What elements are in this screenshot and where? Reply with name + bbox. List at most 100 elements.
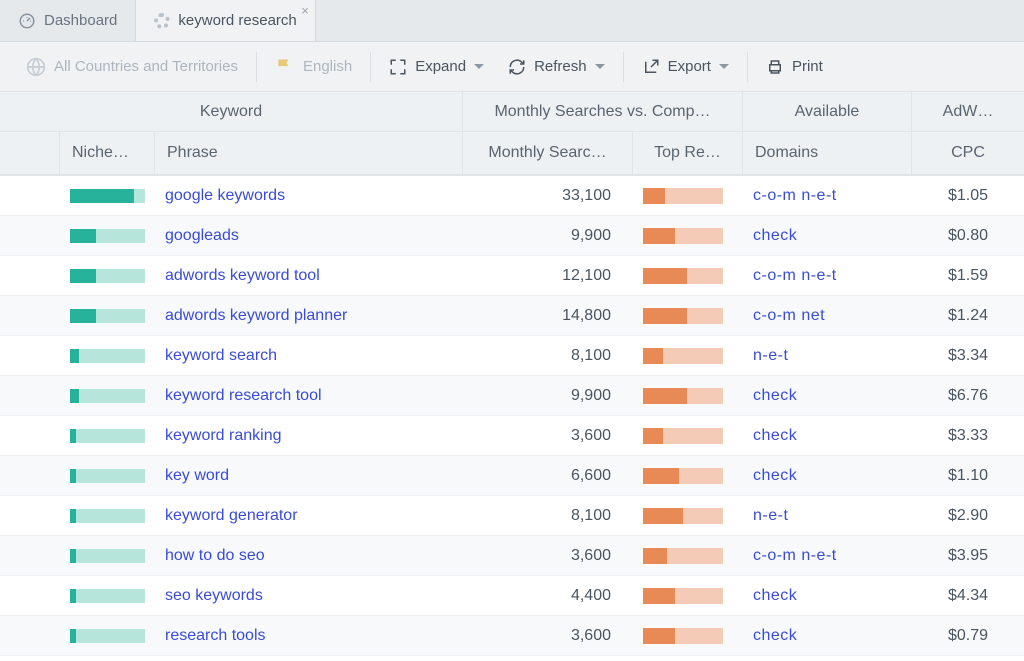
col-header-top[interactable]: Top Re… bbox=[633, 132, 743, 174]
group-header-monthly[interactable]: Monthly Searches vs. Comp… bbox=[463, 92, 743, 131]
cell-domains[interactable]: c-o-m net bbox=[743, 296, 912, 335]
top-results-bar bbox=[643, 308, 723, 324]
cell-domains[interactable]: check bbox=[743, 376, 912, 415]
table-row[interactable]: seo keywords4,400check$4.34 bbox=[0, 576, 1024, 616]
top-results-bar bbox=[643, 548, 723, 564]
flag-icon bbox=[275, 57, 295, 77]
cell-niche bbox=[60, 256, 155, 295]
cell-top-results bbox=[633, 376, 743, 415]
table-row[interactable]: keyword search8,100n-e-t$3.34 bbox=[0, 336, 1024, 376]
table-row[interactable]: adwords keyword planner14,800c-o-m net$1… bbox=[0, 296, 1024, 336]
cell-domains[interactable]: check bbox=[743, 456, 912, 495]
group-header-available[interactable]: Available bbox=[743, 92, 912, 131]
cell-domains[interactable]: c-o-m n-e-t bbox=[743, 256, 912, 295]
table-row[interactable]: keyword generator8,100n-e-t$2.90 bbox=[0, 496, 1024, 536]
separator bbox=[747, 52, 748, 82]
cell-niche bbox=[60, 576, 155, 615]
cell-cpc: $3.33 bbox=[912, 416, 1024, 455]
top-results-bar bbox=[643, 388, 723, 404]
cell-phrase[interactable]: seo keywords bbox=[155, 576, 463, 615]
top-results-bar bbox=[643, 348, 723, 364]
filter-language-label: English bbox=[303, 58, 352, 75]
cell-domains[interactable]: check bbox=[743, 616, 912, 655]
filter-country[interactable]: All Countries and Territories bbox=[14, 51, 250, 83]
tab-keyword-research[interactable]: keyword research× bbox=[136, 0, 315, 41]
cell-phrase[interactable]: adwords keyword tool bbox=[155, 256, 463, 295]
row-spacer bbox=[0, 176, 60, 215]
cell-top-results bbox=[633, 336, 743, 375]
filter-language[interactable]: English bbox=[263, 51, 364, 83]
top-results-bar bbox=[643, 228, 723, 244]
toolbar: All Countries and Territories English Ex… bbox=[0, 42, 1024, 92]
niche-bar bbox=[70, 389, 145, 403]
cell-phrase[interactable]: googleads bbox=[155, 216, 463, 255]
col-header-monthly[interactable]: Monthly Searc… bbox=[463, 132, 633, 174]
cell-top-results bbox=[633, 216, 743, 255]
niche-bar bbox=[70, 429, 145, 443]
cell-cpc: $1.10 bbox=[912, 456, 1024, 495]
table-row[interactable]: how to do seo3,600c-o-m n-e-t$3.95 bbox=[0, 536, 1024, 576]
col-spacer bbox=[0, 132, 60, 174]
table-row[interactable]: keyword ranking3,600check$3.33 bbox=[0, 416, 1024, 456]
tab-dashboard[interactable]: Dashboard bbox=[0, 0, 136, 41]
table-row[interactable]: research tools3,600check$0.79 bbox=[0, 616, 1024, 656]
cell-cpc: $4.34 bbox=[912, 576, 1024, 615]
cell-top-results bbox=[633, 296, 743, 335]
table-row[interactable]: keyword research tool9,900check$6.76 bbox=[0, 376, 1024, 416]
refresh-label: Refresh bbox=[534, 58, 587, 75]
row-spacer bbox=[0, 256, 60, 295]
cell-domains[interactable]: check bbox=[743, 576, 912, 615]
cell-monthly: 14,800 bbox=[463, 296, 633, 335]
col-header-phrase[interactable]: Phrase bbox=[155, 132, 463, 174]
table-sub-header: Niche… Phrase Monthly Searc… Top Re… Dom… bbox=[0, 132, 1024, 176]
row-spacer bbox=[0, 536, 60, 575]
row-spacer bbox=[0, 416, 60, 455]
print-button[interactable]: Print bbox=[754, 51, 835, 83]
cell-niche bbox=[60, 336, 155, 375]
cell-phrase[interactable]: keyword ranking bbox=[155, 416, 463, 455]
col-header-niche[interactable]: Niche… bbox=[60, 132, 155, 174]
cell-phrase[interactable]: google keywords bbox=[155, 176, 463, 215]
cell-phrase[interactable]: adwords keyword planner bbox=[155, 296, 463, 335]
table-row[interactable]: key word6,600 check$1.10 bbox=[0, 456, 1024, 496]
cell-phrase[interactable]: keyword generator bbox=[155, 496, 463, 535]
expand-button[interactable]: Expand bbox=[377, 51, 496, 83]
cell-domains[interactable]: n-e-t bbox=[743, 336, 912, 375]
cell-domains[interactable]: n-e-t bbox=[743, 496, 912, 535]
table-group-header: Keyword Monthly Searches vs. Comp… Avail… bbox=[0, 92, 1024, 132]
cell-domains[interactable]: check bbox=[743, 216, 912, 255]
col-header-domains[interactable]: Domains bbox=[743, 132, 912, 174]
refresh-button[interactable]: Refresh bbox=[496, 51, 617, 83]
cell-niche bbox=[60, 616, 155, 655]
cell-domains[interactable]: check bbox=[743, 416, 912, 455]
top-results-bar bbox=[643, 188, 723, 204]
cell-cpc: $3.95 bbox=[912, 536, 1024, 575]
cell-domains[interactable]: c-o-m n-e-t bbox=[743, 536, 912, 575]
cell-top-results bbox=[633, 576, 743, 615]
cell-top-results bbox=[633, 536, 743, 575]
cell-domains[interactable]: c-o-m n-e-t bbox=[743, 176, 912, 215]
table-row[interactable]: google keywords33,100 c-o-m n-e-t$1.05 bbox=[0, 176, 1024, 216]
cell-phrase[interactable]: key word bbox=[155, 456, 463, 495]
cell-cpc: $1.05 bbox=[912, 176, 1024, 215]
niche-bar bbox=[70, 629, 145, 643]
table-row[interactable]: googleads9,900check$0.80 bbox=[0, 216, 1024, 256]
cell-phrase[interactable]: keyword search bbox=[155, 336, 463, 375]
cell-phrase[interactable]: research tools bbox=[155, 616, 463, 655]
table-row[interactable]: adwords keyword tool12,100c-o-m n-e-t$1.… bbox=[0, 256, 1024, 296]
cell-niche bbox=[60, 456, 155, 495]
export-button[interactable]: Export bbox=[630, 51, 741, 83]
cell-monthly: 6,600 bbox=[463, 456, 633, 495]
col-header-cpc[interactable]: CPC bbox=[912, 132, 1024, 174]
close-icon[interactable]: × bbox=[301, 3, 309, 18]
row-spacer bbox=[0, 376, 60, 415]
cell-monthly: 9,900 bbox=[463, 216, 633, 255]
row-spacer bbox=[0, 216, 60, 255]
group-header-keyword[interactable]: Keyword bbox=[0, 92, 463, 131]
cell-phrase[interactable]: keyword research tool bbox=[155, 376, 463, 415]
cell-monthly: 33,100 bbox=[463, 176, 633, 215]
cell-phrase[interactable]: how to do seo bbox=[155, 536, 463, 575]
chevron-down-icon bbox=[719, 64, 729, 74]
top-results-bar bbox=[643, 508, 723, 524]
group-header-adwords[interactable]: AdW… bbox=[912, 92, 1024, 131]
